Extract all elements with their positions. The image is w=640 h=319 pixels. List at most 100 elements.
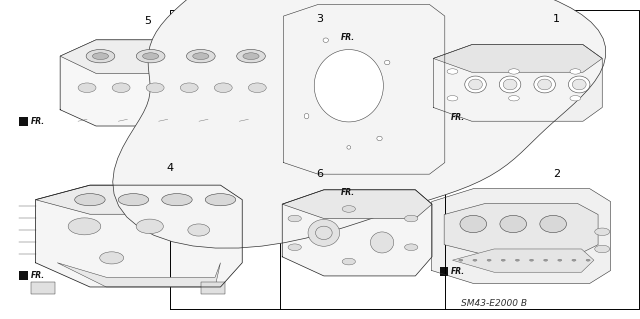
Text: 5: 5 bbox=[144, 16, 150, 26]
Polygon shape bbox=[60, 40, 257, 126]
Circle shape bbox=[404, 244, 418, 250]
Circle shape bbox=[501, 259, 506, 261]
Ellipse shape bbox=[186, 49, 215, 63]
Ellipse shape bbox=[572, 79, 586, 90]
Text: FR.: FR. bbox=[451, 267, 465, 276]
Ellipse shape bbox=[316, 226, 332, 240]
Ellipse shape bbox=[534, 76, 556, 93]
Ellipse shape bbox=[468, 79, 483, 90]
Circle shape bbox=[459, 259, 463, 261]
Ellipse shape bbox=[100, 252, 124, 264]
Ellipse shape bbox=[193, 53, 209, 59]
Circle shape bbox=[509, 96, 519, 101]
Ellipse shape bbox=[500, 215, 527, 233]
Circle shape bbox=[543, 259, 548, 261]
Polygon shape bbox=[444, 203, 598, 255]
Bar bbox=[31, 282, 55, 294]
Polygon shape bbox=[60, 40, 257, 73]
Polygon shape bbox=[35, 185, 243, 287]
Text: FR.: FR. bbox=[451, 113, 465, 122]
Circle shape bbox=[570, 96, 580, 101]
Circle shape bbox=[595, 245, 610, 253]
Bar bbox=[19, 117, 28, 126]
Text: FR.: FR. bbox=[31, 117, 45, 126]
Bar bbox=[330, 33, 339, 42]
Ellipse shape bbox=[499, 76, 521, 93]
Ellipse shape bbox=[377, 136, 382, 141]
Bar bbox=[330, 188, 339, 197]
Circle shape bbox=[595, 228, 610, 235]
Bar bbox=[201, 282, 225, 294]
Polygon shape bbox=[282, 190, 432, 276]
Ellipse shape bbox=[308, 219, 340, 246]
Text: 3: 3 bbox=[317, 14, 323, 24]
Bar bbox=[440, 113, 449, 122]
Ellipse shape bbox=[75, 194, 105, 206]
Ellipse shape bbox=[86, 49, 115, 63]
Ellipse shape bbox=[371, 232, 394, 253]
Text: FR.: FR. bbox=[341, 188, 355, 197]
Polygon shape bbox=[113, 0, 605, 248]
Polygon shape bbox=[433, 45, 602, 72]
Polygon shape bbox=[282, 190, 432, 219]
Polygon shape bbox=[452, 249, 594, 272]
Ellipse shape bbox=[68, 218, 101, 235]
Circle shape bbox=[404, 215, 418, 222]
Ellipse shape bbox=[568, 76, 590, 93]
Ellipse shape bbox=[538, 79, 552, 90]
Ellipse shape bbox=[540, 215, 566, 233]
Circle shape bbox=[288, 244, 301, 250]
Text: 2: 2 bbox=[553, 169, 561, 179]
Ellipse shape bbox=[162, 194, 192, 206]
Polygon shape bbox=[314, 49, 383, 122]
Circle shape bbox=[586, 259, 590, 261]
Ellipse shape bbox=[304, 114, 309, 119]
Ellipse shape bbox=[214, 83, 232, 93]
Ellipse shape bbox=[118, 194, 148, 206]
Text: 4: 4 bbox=[166, 163, 173, 174]
Ellipse shape bbox=[205, 194, 236, 206]
Circle shape bbox=[447, 69, 458, 74]
Circle shape bbox=[473, 259, 477, 261]
Ellipse shape bbox=[92, 53, 109, 59]
Ellipse shape bbox=[248, 83, 266, 93]
Text: SM43-E2000 B: SM43-E2000 B bbox=[461, 299, 527, 308]
Ellipse shape bbox=[503, 79, 517, 90]
Ellipse shape bbox=[347, 145, 351, 149]
Text: 6: 6 bbox=[317, 169, 323, 179]
Circle shape bbox=[342, 206, 355, 212]
Ellipse shape bbox=[143, 53, 159, 59]
Circle shape bbox=[509, 69, 519, 74]
Polygon shape bbox=[432, 189, 611, 284]
Circle shape bbox=[529, 259, 534, 261]
Bar bbox=[19, 271, 28, 280]
Ellipse shape bbox=[78, 83, 96, 93]
Text: 1: 1 bbox=[554, 14, 560, 24]
Circle shape bbox=[342, 258, 355, 265]
Ellipse shape bbox=[460, 215, 486, 233]
Circle shape bbox=[447, 96, 458, 101]
Ellipse shape bbox=[136, 219, 163, 234]
Ellipse shape bbox=[136, 49, 165, 63]
Polygon shape bbox=[433, 45, 602, 121]
Ellipse shape bbox=[237, 49, 266, 63]
Text: FR.: FR. bbox=[31, 271, 45, 280]
Ellipse shape bbox=[385, 60, 390, 65]
Circle shape bbox=[572, 259, 576, 261]
Circle shape bbox=[557, 259, 562, 261]
Polygon shape bbox=[35, 185, 243, 214]
Circle shape bbox=[515, 259, 520, 261]
Ellipse shape bbox=[323, 38, 328, 42]
Ellipse shape bbox=[146, 83, 164, 93]
Text: FR.: FR. bbox=[341, 33, 355, 42]
Ellipse shape bbox=[188, 224, 210, 236]
Ellipse shape bbox=[465, 76, 486, 93]
Bar bbox=[440, 267, 449, 276]
Ellipse shape bbox=[243, 53, 259, 59]
Ellipse shape bbox=[112, 83, 130, 93]
Circle shape bbox=[570, 69, 580, 74]
Ellipse shape bbox=[180, 83, 198, 93]
Circle shape bbox=[288, 215, 301, 222]
Circle shape bbox=[487, 259, 491, 261]
Polygon shape bbox=[58, 263, 220, 287]
